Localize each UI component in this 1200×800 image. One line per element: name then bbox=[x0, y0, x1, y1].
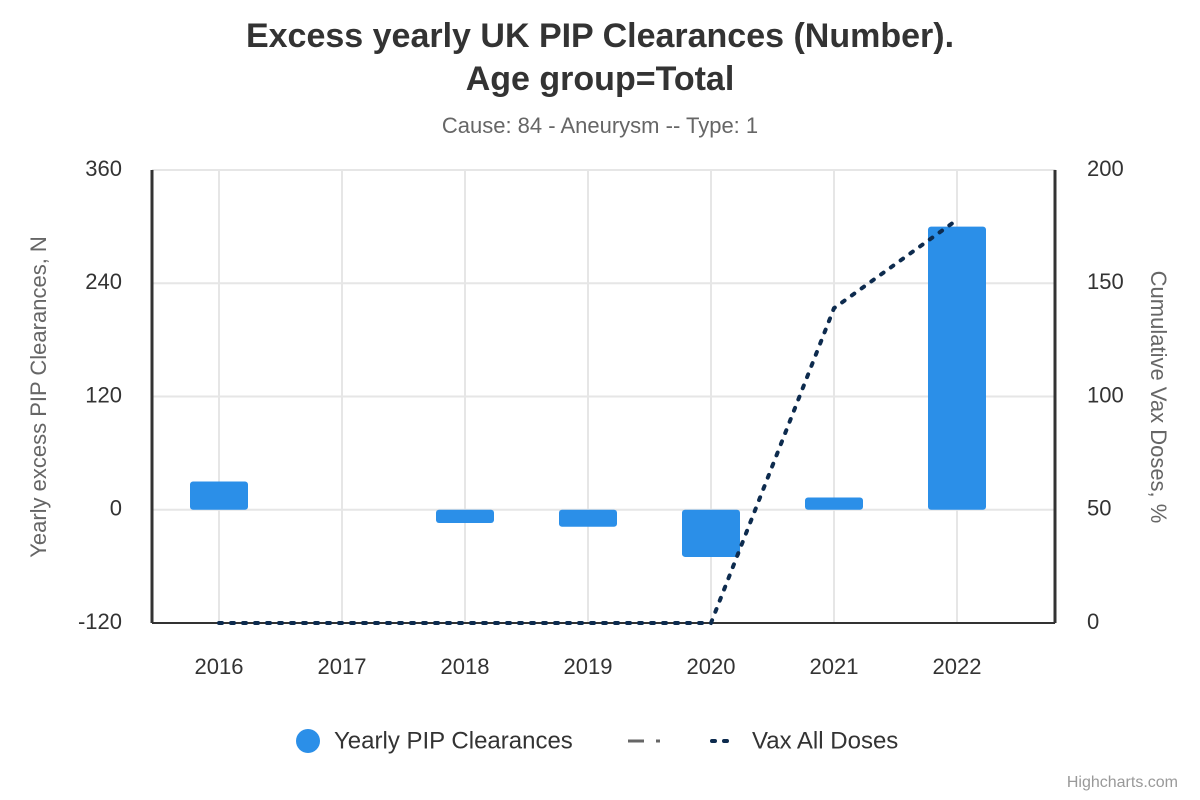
bar bbox=[559, 509, 617, 527]
y-tick-label: 120 bbox=[85, 382, 122, 407]
bar bbox=[190, 481, 248, 510]
chart-subtitle: Cause: 84 - Aneurysm -- Type: 1 bbox=[442, 113, 758, 138]
legend-symbol bbox=[296, 729, 320, 753]
y2-axis-title: Cumulative Vax Doses, % bbox=[1146, 271, 1171, 524]
y2-tick-label: 50 bbox=[1087, 496, 1111, 521]
legend-label: Vax All Doses bbox=[752, 727, 898, 754]
bar bbox=[682, 509, 740, 557]
x-tick-label: 2019 bbox=[564, 654, 613, 679]
y2-tick-label: 100 bbox=[1087, 382, 1124, 407]
bar bbox=[928, 226, 986, 510]
y-tick-label: 240 bbox=[85, 269, 122, 294]
x-tick-label: 2021 bbox=[810, 654, 859, 679]
chart-title: Excess yearly UK PIP Clearances (Number)… bbox=[246, 17, 954, 98]
bar bbox=[805, 497, 863, 510]
bar bbox=[436, 509, 494, 523]
x-tick-label: 2016 bbox=[195, 654, 244, 679]
x-tick-label: 2020 bbox=[687, 654, 736, 679]
credit: Highcharts.com bbox=[1067, 774, 1178, 791]
x-tick-label: 2017 bbox=[318, 654, 367, 679]
x-tick-label: 2022 bbox=[933, 654, 982, 679]
y-tick-label: -120 bbox=[78, 609, 122, 634]
y2-tick-label: 150 bbox=[1087, 269, 1124, 294]
legend-label: Yearly PIP Clearances bbox=[334, 727, 573, 754]
x-tick-label: 2018 bbox=[441, 654, 490, 679]
line bbox=[217, 217, 959, 625]
y-tick-label: 0 bbox=[110, 496, 122, 521]
y-axis-title: Yearly excess PIP Clearances, N bbox=[26, 236, 51, 558]
y-tick-label: 360 bbox=[85, 156, 122, 181]
y2-tick-label: 0 bbox=[1087, 609, 1099, 634]
y2-tick-label: 200 bbox=[1087, 156, 1124, 181]
